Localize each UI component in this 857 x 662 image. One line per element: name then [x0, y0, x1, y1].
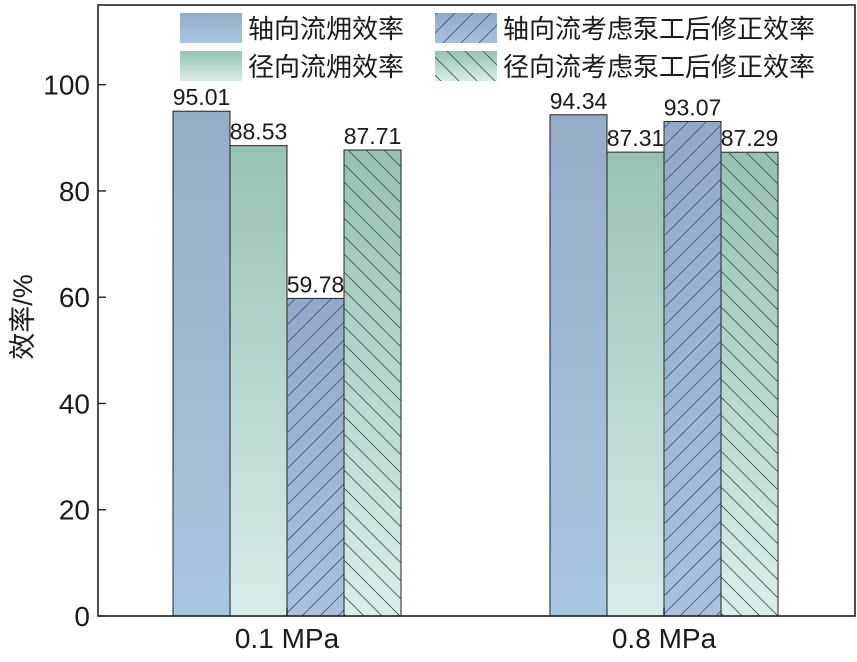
bars-layer: [172, 110, 779, 617]
data-label-s1-p08: 94.34: [550, 88, 608, 114]
plot-frame: [97, 4, 856, 617]
bar-s1-p01: [172, 110, 231, 617]
x-tick-label-p08: 0.8 MPa: [612, 623, 717, 654]
data-label-s2-p01: 88.53: [230, 119, 288, 145]
y-axis-label: 效率/%: [8, 274, 38, 360]
legend-item-s3: 轴向流考虑泵工后修正效率: [435, 13, 815, 44]
bar-s3-p01: [286, 297, 345, 617]
x-tick-label-p01: 0.1 MPa: [235, 623, 340, 654]
legend-swatch: [180, 51, 242, 81]
legend-label: 轴向流㶲效率: [248, 14, 404, 44]
data-label-s4-p01: 87.71: [344, 123, 402, 149]
legend-item-s4: 径向流考虑泵工后修正效率: [435, 51, 815, 82]
data-labels-layer: 95.01 88.53 59.78 87.71 94.34 87.31 93.07 87.29: [173, 84, 779, 297]
axes-layer: 0 20 40 60 80 100 0.1 MPa 0.8 MPa: [43, 4, 856, 654]
bar-s1-p08: [549, 114, 608, 617]
legend-label: 径向流㶲效率: [248, 52, 404, 82]
bar-s4-p01: [343, 149, 402, 617]
bar-s3-p08: [663, 121, 722, 617]
data-label-s3-p01: 59.78: [287, 271, 345, 297]
y-tick-label: 60: [59, 282, 90, 313]
data-label-s4-p08: 87.29: [721, 125, 779, 151]
bar-s2-p08: [606, 151, 665, 617]
legend-item-s1: 轴向流㶲效率: [180, 13, 404, 44]
y-tick-label: 0: [74, 601, 90, 632]
y-tick-label: 80: [59, 176, 90, 207]
data-label-s1-p01: 95.01: [173, 84, 231, 110]
legend-swatch: [180, 13, 242, 43]
y-tick-label: 40: [59, 388, 90, 419]
y-tick-label: 20: [59, 495, 90, 526]
bar-s4-p08: [720, 151, 779, 617]
legend-item-s2: 径向流㶲效率: [180, 51, 404, 82]
legend-label: 径向流考虑泵工后修正效率: [503, 52, 815, 82]
legend-label: 轴向流考虑泵工后修正效率: [503, 14, 815, 44]
y-tick-label: 100: [43, 70, 90, 101]
data-label-s2-p08: 87.31: [607, 125, 665, 151]
bar-s2-p01: [229, 145, 288, 617]
data-label-s3-p08: 93.07: [664, 95, 722, 121]
